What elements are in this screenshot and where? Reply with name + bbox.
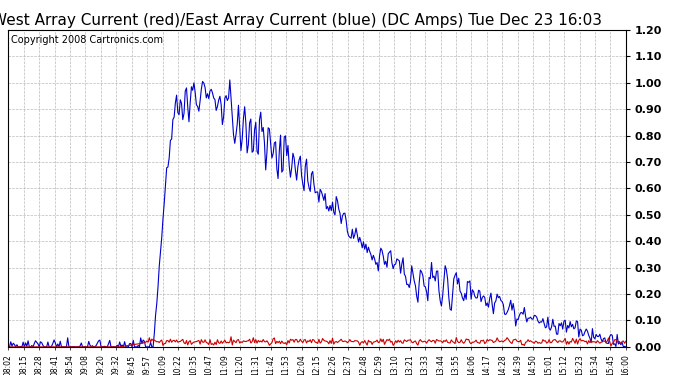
Text: West Array Current (red)/East Array Current (blue) (DC Amps) Tue Dec 23 16:03: West Array Current (red)/East Array Curr… [0,13,602,28]
Text: Copyright 2008 Cartronics.com: Copyright 2008 Cartronics.com [11,35,164,45]
